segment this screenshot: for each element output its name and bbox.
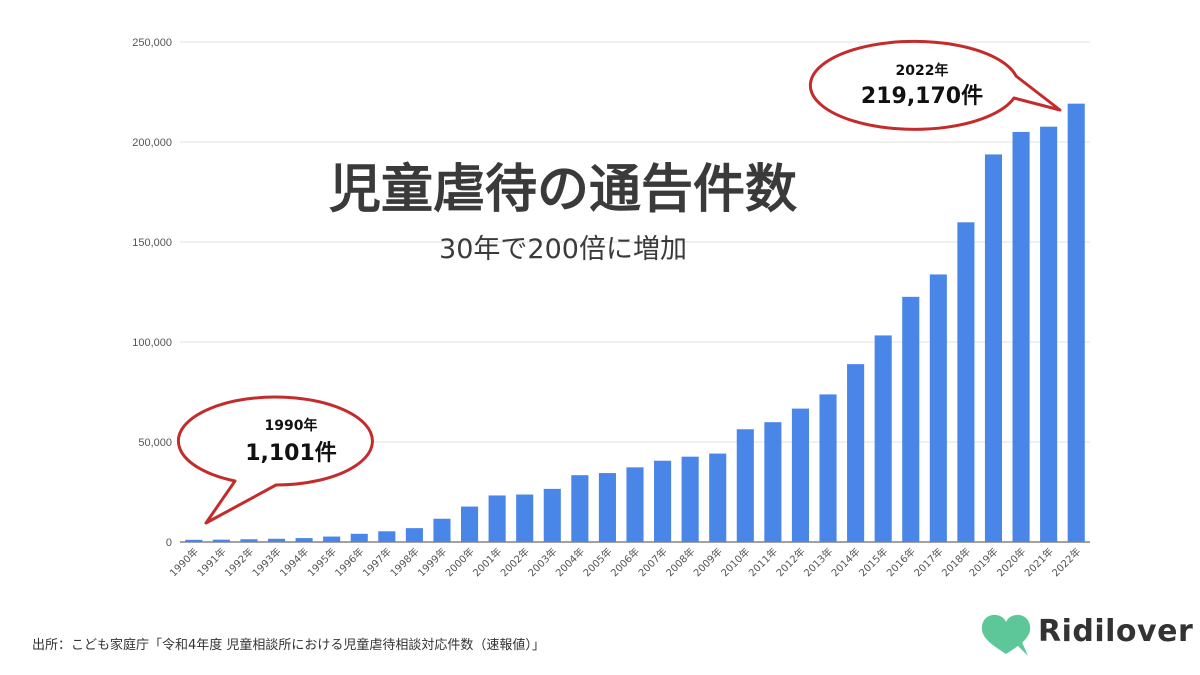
bar [847, 364, 865, 542]
bar [1040, 126, 1058, 543]
x-tick-label: 2013年 [801, 545, 835, 579]
x-tick-label: 2011年 [746, 545, 780, 579]
chart-title: 児童虐待の通告件数 [329, 160, 797, 220]
brand-logo: Ridilover [976, 608, 1193, 658]
x-tick-label: 1991年 [194, 545, 228, 579]
x-tick-label: 2021年 [1021, 545, 1055, 579]
y-tick-label: 0 [166, 537, 172, 549]
y-tick-label: 250,000 [132, 37, 172, 49]
callout-1990-value: 1,101件 [245, 441, 337, 466]
heart-speech-icon [981, 614, 1031, 656]
callout-1990-year: 1990年 [265, 417, 318, 434]
bar [874, 335, 892, 542]
x-tick-label: 2015年 [856, 545, 890, 579]
x-tick-label: 2005年 [580, 545, 614, 579]
bar [764, 422, 782, 542]
x-tick-label: 2003年 [525, 545, 559, 579]
bar [212, 539, 230, 542]
callout-2022-value: 219,170件 [861, 84, 983, 109]
x-tick-label: 1997年 [360, 545, 394, 579]
bar [350, 533, 368, 542]
bar [1012, 131, 1030, 543]
y-tick-label: 100,000 [132, 337, 172, 349]
bar [295, 538, 313, 542]
y-tick-label: 150,000 [132, 237, 172, 249]
x-tick-label: 2022年 [1049, 545, 1083, 579]
source-note: 出所：こども家庭庁「令和4年度 児童相談所における児童虐待相談対応件数（速報値）… [32, 638, 545, 653]
x-tick-label: 2014年 [828, 545, 862, 579]
bar [598, 473, 616, 542]
x-tick-label: 1998年 [387, 545, 421, 579]
x-tick-label: 1995年 [305, 545, 339, 579]
bar [736, 429, 754, 542]
x-tick-label: 2012年 [773, 545, 807, 579]
bar [378, 531, 396, 542]
bar [516, 494, 534, 542]
chart-subtitle: 30年で200倍に増加 [439, 234, 687, 265]
x-tick-label: 2016年 [884, 545, 918, 579]
x-tick-label: 2007年 [635, 545, 669, 579]
x-tick-label: 1990年 [167, 545, 201, 579]
x-tick-label: 2000年 [442, 545, 476, 579]
bar [709, 453, 727, 542]
x-tick-label: 2008年 [663, 545, 697, 579]
x-tick-label: 2006年 [608, 545, 642, 579]
bar [488, 495, 506, 542]
bar [819, 394, 837, 542]
bar [984, 154, 1003, 542]
bar [323, 536, 341, 542]
x-tick-label: 1992年 [222, 545, 256, 579]
y-axis: 0 50,000 100,000 150,000 200,000 250,000 [132, 37, 172, 549]
bar [240, 539, 258, 542]
bar [957, 222, 975, 542]
bars [185, 103, 1085, 543]
bar [571, 475, 589, 542]
bar [185, 539, 203, 542]
brand-name: Ridilover [1038, 614, 1194, 649]
bar [267, 538, 286, 542]
x-tick-label: 1994年 [277, 545, 311, 579]
x-tick-label: 2002年 [498, 545, 532, 579]
x-tick-label: 2009年 [691, 545, 725, 579]
callout-2022-year: 2022年 [896, 62, 949, 79]
bar [902, 296, 920, 542]
x-tick-label: 2010年 [718, 545, 752, 579]
bar [405, 528, 423, 542]
callout-1990-bubble [176, 395, 374, 525]
bar [433, 518, 451, 542]
y-tick-label: 200,000 [132, 137, 172, 149]
callout-1990: 1990年 1,101件 [176, 395, 374, 525]
x-tick-label: 2019年 [966, 545, 1000, 579]
x-tick-label: 2018年 [939, 545, 973, 579]
x-tick-label: 2004年 [553, 545, 587, 579]
x-tick-label: 1993年 [249, 545, 283, 579]
x-tick-label: 2001年 [470, 545, 504, 579]
bar [626, 467, 644, 542]
x-axis: 1990年1991年1992年1993年1994年1995年1996年1997年… [167, 545, 1084, 579]
y-tick-label: 50,000 [138, 437, 172, 449]
bar [543, 488, 561, 542]
x-tick-label: 2020年 [994, 545, 1028, 579]
x-tick-label: 1999年 [415, 545, 449, 579]
callout-2022: 2022年 219,170件 [808, 39, 1062, 131]
x-tick-label: 2017年 [911, 545, 945, 579]
bar [681, 456, 699, 542]
bar [460, 506, 479, 542]
bar [1067, 103, 1085, 542]
x-tick-label: 1996年 [332, 545, 366, 579]
bar [654, 460, 672, 542]
bar [791, 408, 810, 542]
callout-2022-bubble [808, 39, 1062, 131]
bar [929, 274, 947, 542]
